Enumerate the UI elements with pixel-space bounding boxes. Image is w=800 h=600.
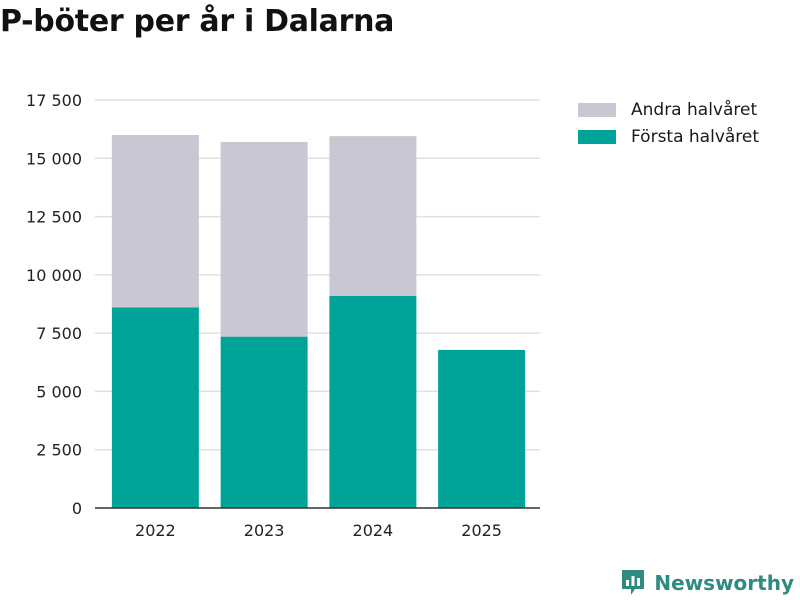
y-tick-label-0: 0 — [72, 499, 82, 518]
bar-2023-andra-halv-ret — [220, 141, 308, 337]
newsworthy-brand[interactable]: Newsworthy — [620, 568, 794, 598]
bar-2025-f-rsta-halv-ret — [438, 349, 526, 508]
y-axis-tick-labels: 0 2 500 5 000 7 500 10 000 12 500 15 000 17 500 — [26, 91, 82, 518]
legend-swatch-forsta-halvaret — [578, 129, 616, 144]
bar-2023-f-rsta-halv-ret — [220, 336, 308, 508]
bar-2022-f-rsta-halv-ret — [111, 307, 199, 508]
y-tick-label-5000: 5 000 — [36, 382, 82, 401]
legend-label-andra-halvaret: Andra halvåret — [631, 99, 758, 120]
y-tick-label-17500: 17 500 — [26, 91, 82, 110]
x-axis-tick-labels: 2022 2023 2024 2025 — [135, 521, 502, 540]
legend-item-andra-halvaret[interactable]: Andra halvåret — [578, 96, 759, 123]
brand-name: Newsworthy — [654, 571, 794, 595]
x-tick-label-2024: 2024 — [353, 521, 394, 540]
x-tick-label-2022: 2022 — [135, 521, 176, 540]
bar-2022-andra-halv-ret — [111, 134, 199, 308]
y-tick-label-10000: 10 000 — [26, 266, 82, 285]
chart-title: P-böter per år i Dalarna — [0, 4, 395, 39]
bar-2024-andra-halv-ret — [329, 136, 417, 296]
x-tick-label-2025: 2025 — [461, 521, 502, 540]
newsworthy-logo-icon — [622, 570, 645, 595]
y-tick-label-12500: 12 500 — [26, 208, 82, 227]
legend-item-forsta-halvaret[interactable]: Första halvåret — [578, 123, 759, 150]
bars — [111, 134, 526, 508]
legend-swatch-andra-halvaret — [578, 102, 616, 117]
legend: Andra halvåret Första halvåret — [578, 96, 759, 150]
legend-label-forsta-halvaret: Första halvåret — [631, 126, 760, 147]
y-tick-label-2500: 2 500 — [36, 441, 82, 460]
y-tick-label-7500: 7 500 — [36, 324, 82, 343]
x-tick-label-2023: 2023 — [244, 521, 285, 540]
bar-2024-f-rsta-halv-ret — [329, 295, 417, 508]
y-tick-label-15000: 15 000 — [26, 149, 82, 168]
